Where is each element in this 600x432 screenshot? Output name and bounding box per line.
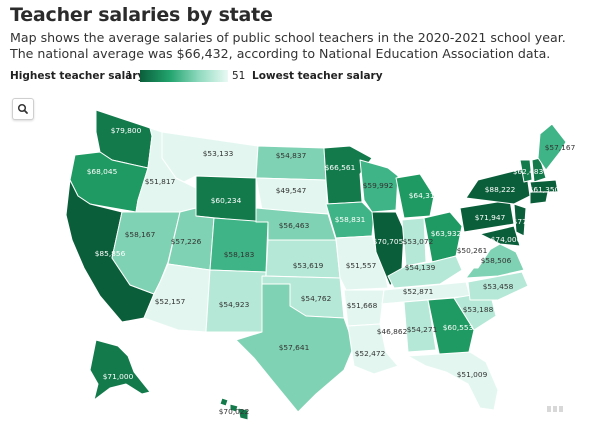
label-ms: $46,862 [377,327,408,336]
label-nd: $54,837 [276,151,307,160]
state-ct[interactable] [529,191,549,205]
label-wv: $50,261 [457,246,488,255]
label-mn: $66,561 [325,163,356,172]
label-va: $58,506 [481,256,512,265]
page-title: Teacher salaries by state [10,4,273,26]
state-nc[interactable] [467,271,529,301]
state-tx[interactable] [235,283,355,413]
state-me[interactable] [537,123,567,171]
label-mi: $64,312 [409,191,440,200]
legend-gradient-bar [140,70,228,82]
state-ma[interactable] [529,179,559,193]
label-tn: $52,871 [403,287,434,296]
label-ia: $58,831 [335,215,366,224]
label-pa: $71,947 [475,213,506,222]
label-ne: $56,463 [279,221,310,230]
label-or: $68,045 [87,167,118,176]
label-la: $52,472 [355,349,386,358]
legend-high-rank: 1 [126,70,133,82]
state-wi[interactable] [359,159,399,213]
label-id: $51,817 [145,177,176,186]
legend-low-label: Lowest teacher salary [252,70,383,82]
label-me: $57,167 [545,143,576,152]
state-oh[interactable] [423,211,463,263]
state-fl[interactable] [407,351,499,411]
label-sc: $53,188 [463,305,494,314]
state-ms[interactable] [381,301,405,353]
state-wv[interactable] [457,235,491,269]
label-al: $54,271 [407,325,438,334]
state-co[interactable] [209,217,269,273]
label-az: $52,157 [155,297,186,306]
legend-high-label: Highest teacher salary [10,70,145,82]
label-nm: $54,923 [219,300,250,309]
state-hi-1[interactable] [219,397,229,407]
state-vt[interactable] [519,159,533,183]
state-ak[interactable] [89,339,151,401]
state-nh[interactable] [531,157,547,183]
state-ga[interactable] [427,297,475,359]
label-mo: $51,557 [346,261,377,270]
state-ks[interactable] [265,239,341,279]
state-al[interactable] [403,299,437,353]
state-pa[interactable] [459,199,515,233]
state-mi[interactable] [395,173,435,219]
state-ky[interactable] [387,255,463,289]
label-ut: $57,226 [171,237,202,246]
label-wy: $60,234 [211,196,242,205]
label-fl: $51,009 [457,370,488,379]
label-mt: $53,133 [203,149,234,158]
label-in: $53,072 [403,237,434,246]
search-icon [17,103,28,114]
label-co: $58,183 [224,250,255,259]
legend-low-rank: 51 [232,70,246,82]
label-ky: $54,139 [405,263,436,272]
label-md: $74,006 [491,235,522,244]
label-nv: $58,167 [125,230,156,239]
state-mo[interactable] [335,235,389,291]
state-hi-2[interactable] [229,403,239,413]
label-nh: $61,350 [529,185,560,194]
label-ak: $71,000 [103,372,134,381]
label-wa: $79,800 [111,126,142,135]
expand-icon [547,406,563,412]
state-la[interactable] [347,323,399,375]
state-hi-3[interactable] [237,407,249,421]
label-ca: $85,856 [95,249,126,258]
search-button[interactable] [12,98,34,120]
state-in[interactable] [401,217,427,267]
label-wi: $59,992 [363,181,394,190]
label-nj: $77,977 [513,217,544,226]
label-ny: $88,222 [485,185,516,194]
label-ga: $60,553 [443,323,474,332]
label-oh: $63,932 [431,229,462,238]
label-ok: $54,762 [301,294,332,303]
state-md[interactable] [479,225,521,247]
label-vt: $62,483 [513,167,544,176]
label-il: $70,705 [373,237,404,246]
label-ar: $51,668 [347,301,378,310]
map-attribution-mark [546,402,564,414]
label-hi: $70,022 [219,407,250,416]
label-nc: $53,458 [483,282,514,291]
label-tx: $57,641 [279,343,310,352]
label-ks: $53,619 [293,261,324,270]
label-sd: $49,547 [276,186,307,195]
page-subtitle: Map shows the average salaries of public… [10,30,566,61]
state-nj[interactable] [513,203,527,237]
